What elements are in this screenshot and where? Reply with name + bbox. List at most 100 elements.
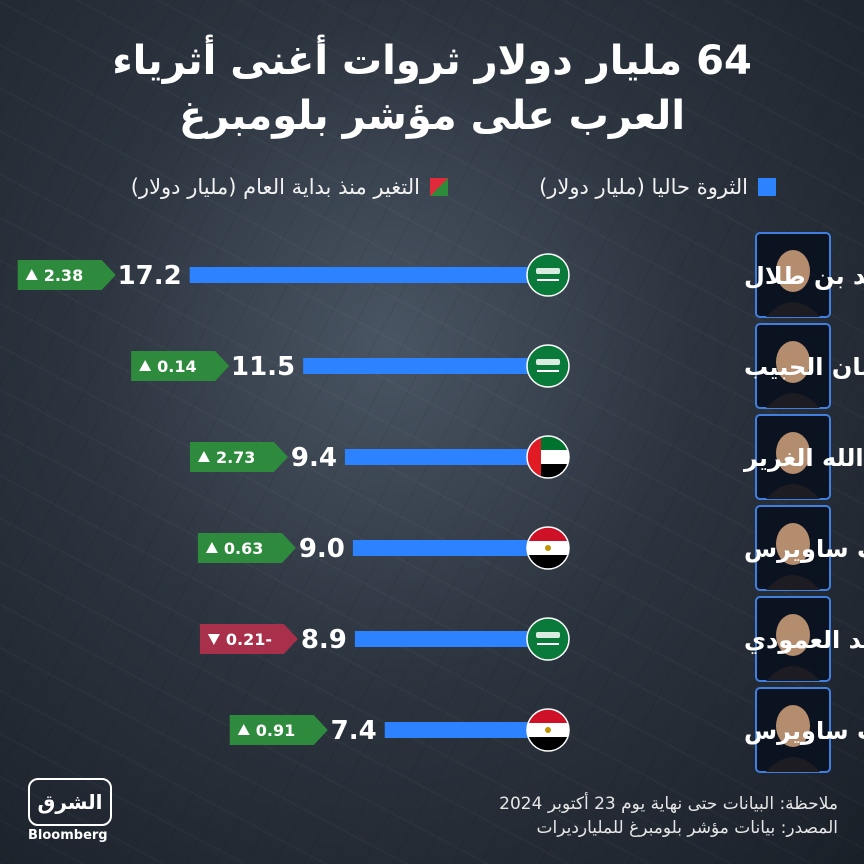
egypt-flag-icon <box>526 708 570 752</box>
chart-notes: ملاحظة: البيانات حتى نهاية يوم 23 أكتوبر… <box>499 792 838 840</box>
change-value-label: 0.21- <box>226 630 272 649</box>
person-photo <box>755 414 831 500</box>
photo-face <box>776 341 810 383</box>
flag-sword <box>537 643 559 645</box>
change-badge <box>189 442 288 472</box>
flag-ring <box>526 526 570 570</box>
chart-title-line-1: 64 مليار دولار ثروات أغنى أثرياء <box>112 38 752 84</box>
flag-sword <box>537 279 559 281</box>
photo-shoulders <box>766 757 820 772</box>
photo-shoulders <box>766 484 820 499</box>
up-triangle-icon <box>25 269 38 280</box>
photo-face <box>776 523 810 565</box>
flag-field <box>527 618 569 660</box>
chart-row: الوليد بن طلال 17.2 2.38 <box>17 232 864 318</box>
saudi-flag-icon <box>526 617 570 661</box>
wealth-value-label: 9.0 <box>299 534 345 564</box>
legend-change-label: التغير منذ بداية العام (مليار دولار) <box>130 175 420 199</box>
change-value-label: 2.38 <box>44 266 83 285</box>
legend-wealth: الثروة حاليا (مليار دولار) <box>539 173 776 201</box>
flag-script <box>536 268 560 274</box>
person-photo <box>755 323 831 409</box>
down-triangle-icon <box>207 634 220 645</box>
wealth-bar <box>344 449 532 465</box>
photo-shoulders <box>766 666 820 681</box>
wealth-value-label: 8.9 <box>301 625 347 655</box>
flag-fill <box>527 618 569 660</box>
person-name: الوليد بن طلال <box>744 262 864 290</box>
flag-sword <box>537 370 559 372</box>
person-photo <box>755 232 831 318</box>
flag-field <box>527 345 569 387</box>
logo-partner: Bloomberg <box>28 828 108 843</box>
wealth-value-label: 9.4 <box>291 443 337 473</box>
change-value-label: 2.73 <box>216 448 255 467</box>
flag-fill <box>527 345 569 387</box>
asharq-logo: الشرق Bloomberg <box>28 778 138 843</box>
flag-ring <box>526 617 570 661</box>
person-photo <box>755 687 831 773</box>
wealth-value-label: 11.5 <box>231 352 295 382</box>
photo-face <box>776 705 810 747</box>
person-name: عبد الله الغرير <box>743 444 864 472</box>
chart-row: ناصف ساويرس 9.0 0.63 <box>197 505 864 591</box>
chart-row: نجيب ساويرس 7.4 0.91 <box>229 687 864 773</box>
logo-brand: الشرق <box>28 778 112 826</box>
legend-wealth-swatch <box>758 178 776 196</box>
person-name: نجيب ساويرس <box>744 717 864 745</box>
photo-shoulders <box>766 302 820 317</box>
source-text: المصدر: بيانات مؤشر بلومبرغ للمليارديرات <box>536 818 838 838</box>
up-triangle-icon <box>237 724 250 735</box>
saudi-flag-icon <box>526 253 570 297</box>
person-name: محمد العمودي <box>744 626 864 654</box>
wealth-value-label: 7.4 <box>331 716 377 746</box>
wealth-bar <box>303 358 532 374</box>
wealth-bar <box>384 722 532 738</box>
change-value-label: 0.63 <box>224 539 263 558</box>
flag-script <box>536 632 560 638</box>
person-name: سليمان الحبيب <box>744 353 864 381</box>
photo-face <box>776 432 810 474</box>
saudi-flag-icon <box>526 344 570 388</box>
chart-row: عبد الله الغرير 9.4 2.73 <box>189 414 864 500</box>
legend-change-swatch <box>430 178 448 196</box>
wealth-bar <box>189 267 532 283</box>
up-triangle-icon <box>197 451 210 462</box>
photo-face <box>776 250 810 292</box>
legend-change: التغير منذ بداية العام (مليار دولار) <box>131 173 448 201</box>
wealth-bar <box>354 631 532 647</box>
up-triangle-icon <box>139 360 152 371</box>
legend-wealth-label: الثروة حاليا (مليار دولار) <box>539 175 748 199</box>
flag-ring <box>526 435 570 479</box>
uae-flag-icon <box>526 435 570 479</box>
change-badge <box>17 260 116 290</box>
flag-script <box>536 359 560 365</box>
wealth-bar <box>352 540 532 556</box>
chart-row: سليمان الحبيب 11.5 0.14 <box>131 323 864 409</box>
change-value-label: 0.14 <box>157 357 196 376</box>
chart-title-line-2: العرب على مؤشر بلومبرغ <box>178 93 686 139</box>
chart-row: محمد العمودي 8.9 0.21- <box>199 596 864 682</box>
photo-shoulders <box>766 575 820 590</box>
person-photo <box>755 596 831 682</box>
person-name: ناصف ساويرس <box>744 535 864 563</box>
flag-eagle <box>545 727 551 733</box>
person-photo <box>755 505 831 591</box>
flag-ring <box>526 344 570 388</box>
flag-ring <box>526 253 570 297</box>
flag-eagle <box>545 545 551 551</box>
photo-face <box>776 614 810 656</box>
up-triangle-icon <box>205 542 218 553</box>
egypt-flag-icon <box>526 526 570 570</box>
change-badge <box>197 533 296 563</box>
logo-brand-text: الشرق <box>37 790 103 814</box>
photo-shoulders <box>766 393 820 408</box>
flag-ring <box>526 708 570 752</box>
change-badge <box>229 715 328 745</box>
flag-fill <box>527 254 569 296</box>
note-text: ملاحظة: البيانات حتى نهاية يوم 23 أكتوبر… <box>499 794 838 814</box>
change-badge <box>199 624 298 654</box>
wealth-value-label: 17.2 <box>118 261 182 291</box>
flag-field <box>527 254 569 296</box>
